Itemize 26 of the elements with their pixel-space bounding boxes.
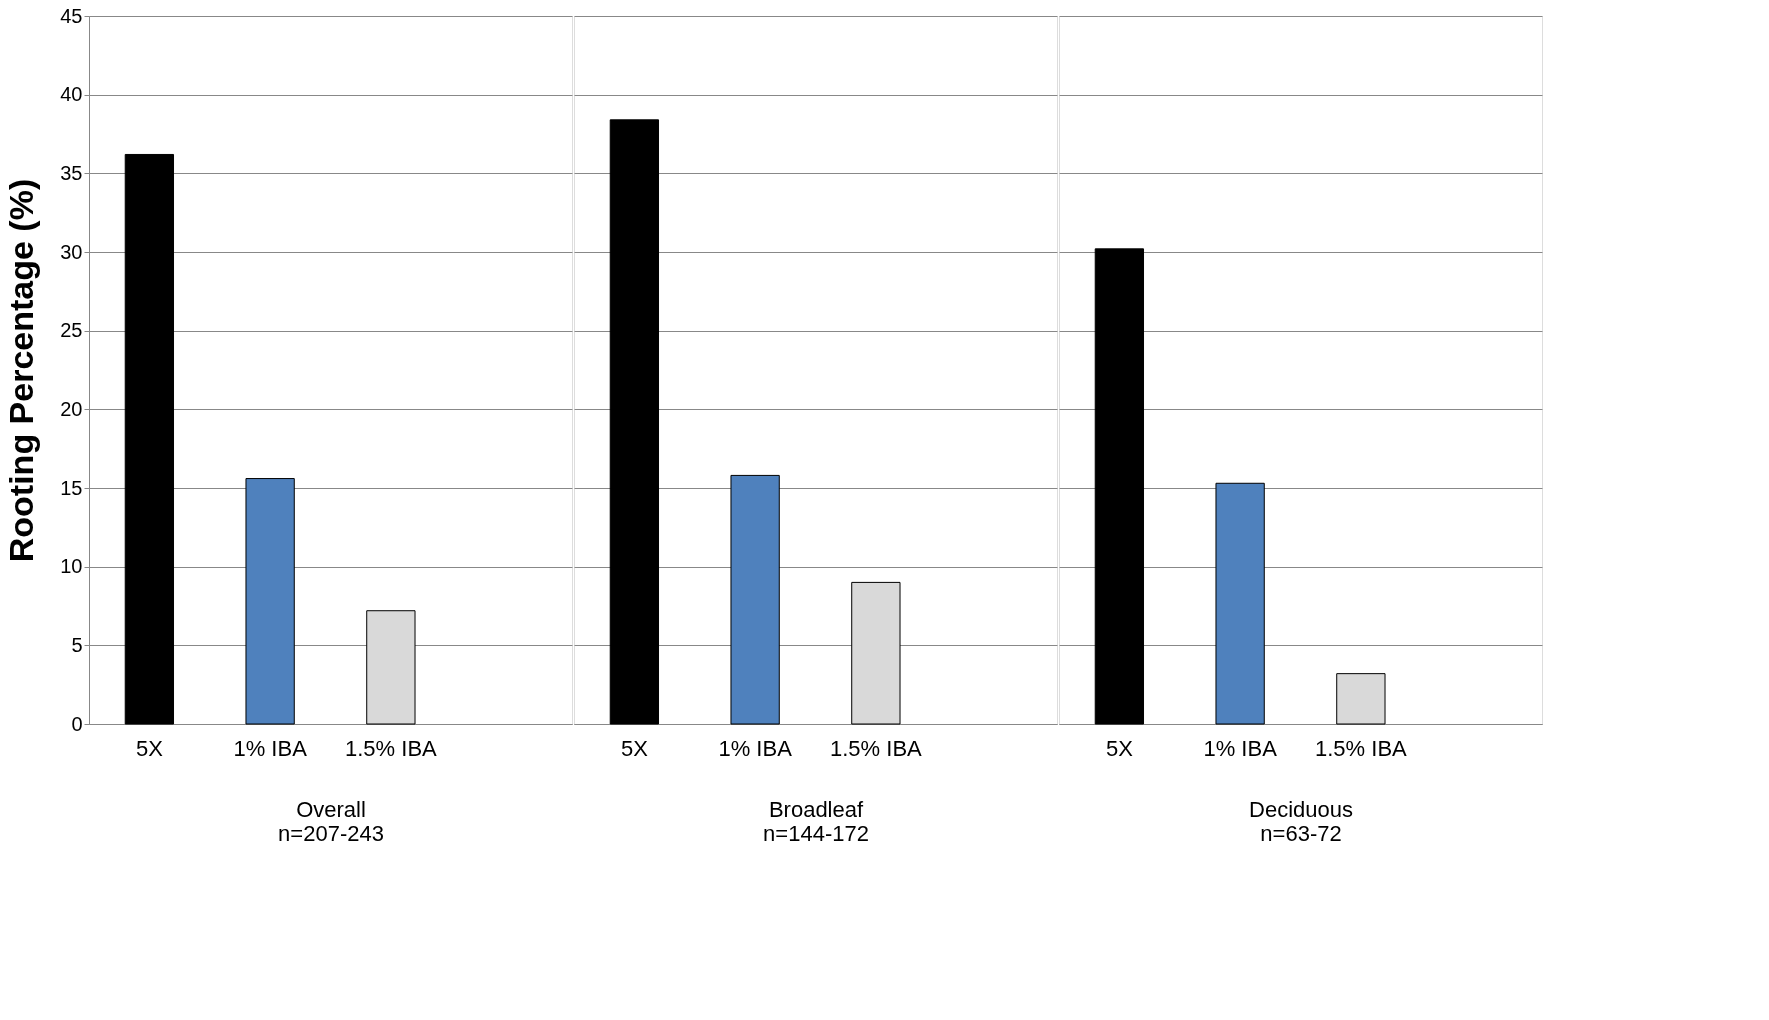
x-tick-label: 1.5% IBA — [830, 735, 923, 761]
bar — [366, 610, 416, 725]
x-tick-label: 1% IBA — [1203, 735, 1278, 761]
bar — [245, 478, 295, 725]
x-tick-label: 1.5% IBA — [1315, 735, 1408, 761]
x-axis-title: Broadleaf n=144-172 — [763, 796, 869, 846]
x-tick-label: 5X — [135, 735, 164, 761]
y-tick-label: 25 — [60, 319, 83, 342]
x-axis-title: Overall n=207-243 — [278, 796, 384, 846]
x-tick-label: 1.5% IBA — [345, 735, 438, 761]
y-tick-label: 0 — [71, 712, 83, 735]
y-tick-label: 10 — [60, 555, 83, 578]
bar — [124, 153, 175, 725]
y-tick-label: 40 — [60, 83, 83, 106]
x-tick-label: 5X — [620, 735, 649, 761]
y-tick-label: 45 — [60, 4, 83, 27]
x-tick-label: 5X — [1105, 735, 1134, 761]
y-tick-label: 5 — [71, 633, 83, 656]
y-axis-title: Rooting Percentage (%) — [2, 178, 41, 563]
x-tick-label: 1% IBA — [233, 735, 308, 761]
x-axis-title: Deciduous n=63-72 — [1249, 796, 1353, 846]
y-tick-label: 30 — [60, 240, 83, 263]
y-tick-label: 15 — [60, 476, 83, 499]
y-tick-label: 20 — [60, 397, 83, 420]
y-tick-label: 35 — [60, 161, 83, 184]
x-tick-label: 1% IBA — [718, 735, 793, 761]
